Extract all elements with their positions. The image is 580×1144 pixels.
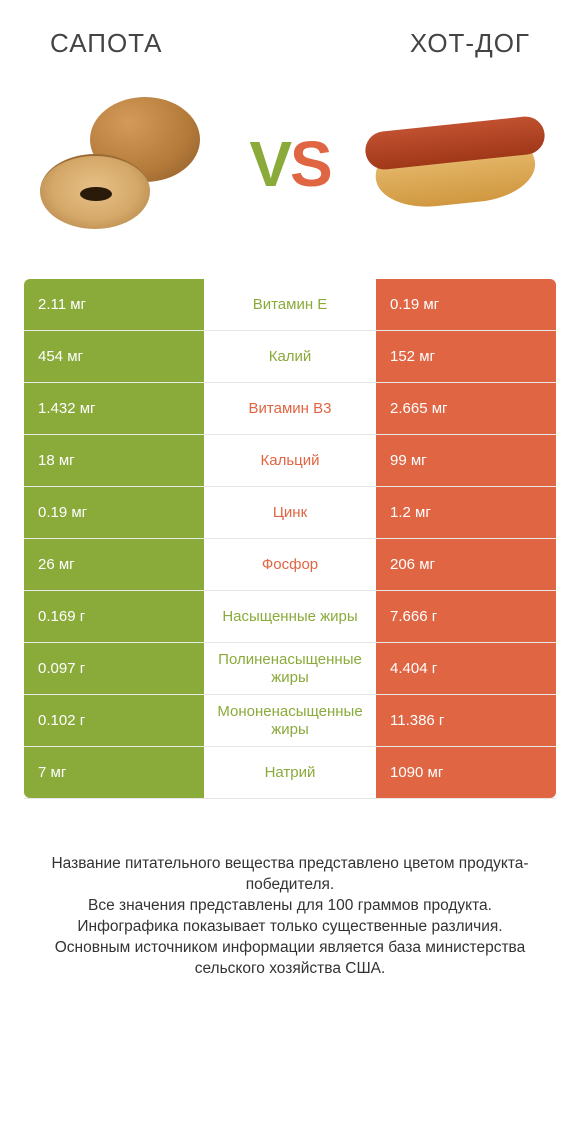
cell-nutrient-label: Калий [204,331,376,382]
table-row: 26 мгФосфор206 мг [24,539,556,591]
table-row: 7 мгНатрий1090 мг [24,747,556,799]
cell-nutrient-label: Фосфор [204,539,376,590]
vs-label: VS [249,127,330,201]
sapota-seed-icon [80,187,112,201]
cell-left-value: 0.097 г [24,643,204,694]
cell-nutrient-label: Кальций [204,435,376,486]
cell-left-value: 0.19 мг [24,487,204,538]
cell-right-value: 7.666 г [376,591,556,642]
title-right: ХОТ-ДОГ [410,28,530,59]
cell-right-value: 206 мг [376,539,556,590]
footer-line-1: Название питательного вещества представл… [30,854,550,896]
vs-v: V [249,127,290,201]
cell-left-value: 454 мг [24,331,204,382]
footer-line-4: Основным источником информации является … [30,938,550,980]
cell-right-value: 99 мг [376,435,556,486]
cell-nutrient-label: Витамин E [204,279,376,330]
cell-right-value: 1.2 мг [376,487,556,538]
cell-left-value: 7 мг [24,747,204,798]
cell-right-value: 1090 мг [376,747,556,798]
table-row: 2.11 мгВитамин E0.19 мг [24,279,556,331]
hotdog-image [370,89,540,239]
cell-left-value: 18 мг [24,435,204,486]
cell-left-value: 1.432 мг [24,383,204,434]
table-row: 18 мгКальций99 мг [24,435,556,487]
cell-left-value: 0.169 г [24,591,204,642]
cell-left-value: 26 мг [24,539,204,590]
footer: Название питательного вещества представл… [0,799,580,980]
cell-right-value: 2.665 мг [376,383,556,434]
footer-line-3: Инфографика показывает только существенн… [30,917,550,938]
cell-right-value: 4.404 г [376,643,556,694]
vs-s: S [290,127,331,201]
cell-right-value: 0.19 мг [376,279,556,330]
cell-left-value: 2.11 мг [24,279,204,330]
footer-line-2: Все значения представлены для 100 граммо… [30,896,550,917]
cell-left-value: 0.102 г [24,695,204,746]
sapota-image [40,89,210,239]
cell-nutrient-label: Мононенасыщенные жиры [204,695,376,746]
table-row: 0.102 гМононенасыщенные жиры11.386 г [24,695,556,747]
cell-nutrient-label: Полиненасыщенные жиры [204,643,376,694]
hero: VS [0,59,580,279]
table-row: 1.432 мгВитамин B32.665 мг [24,383,556,435]
cell-nutrient-label: Витамин B3 [204,383,376,434]
cell-right-value: 152 мг [376,331,556,382]
cell-nutrient-label: Насыщенные жиры [204,591,376,642]
nutrient-table: 2.11 мгВитамин E0.19 мг454 мгКалий152 мг… [0,279,580,799]
title-left: САПОТА [50,28,163,59]
table-row: 454 мгКалий152 мг [24,331,556,383]
cell-nutrient-label: Цинк [204,487,376,538]
table-row: 0.169 гНасыщенные жиры7.666 г [24,591,556,643]
cell-nutrient-label: Натрий [204,747,376,798]
table-row: 0.097 гПолиненасыщенные жиры4.404 г [24,643,556,695]
cell-right-value: 11.386 г [376,695,556,746]
table-row: 0.19 мгЦинк1.2 мг [24,487,556,539]
header: САПОТА ХОТ-ДОГ [0,0,580,59]
